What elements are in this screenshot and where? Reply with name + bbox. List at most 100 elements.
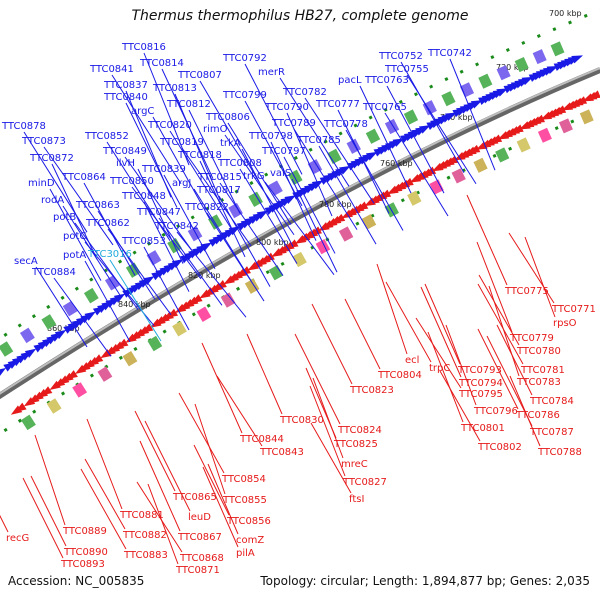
gene-label-TTC0784[interactable]: TTC0784 [529, 396, 574, 407]
gene-label-TTC0819[interactable]: TTC0819 [159, 137, 204, 148]
gene-label-TTC0783[interactable]: TTC0783 [516, 377, 561, 388]
gene-label-recG[interactable]: recG [6, 533, 29, 544]
gene-label-TTC0839[interactable]: TTC0839 [141, 164, 186, 175]
gene-label-ftsI[interactable]: ftsI [349, 494, 364, 505]
gene-label-TTC0883[interactable]: TTC0883 [123, 550, 168, 561]
gene-label-TTC0856[interactable]: TTC0856 [226, 516, 271, 527]
gene-label-TTC0822[interactable]: TTC0822 [184, 202, 229, 213]
gene-label-TTC0843[interactable]: TTC0843 [259, 447, 304, 458]
gene-label-TTC0796[interactable]: TTC0796 [473, 406, 518, 417]
gene-label-TTC0847[interactable]: TTC0847 [136, 207, 181, 218]
gene-label-TTC0781[interactable]: TTC0781 [520, 365, 565, 376]
gene-label-TTC0873[interactable]: TTC0873 [21, 136, 66, 147]
gene-label-TTC0795[interactable]: TTC0795 [458, 389, 503, 400]
gene-label-TTC0787[interactable]: TTC0787 [529, 427, 574, 438]
gene-label-TTC0782[interactable]: TTC0782 [282, 87, 327, 98]
gene-label-TTC0808[interactable]: TTC0808 [217, 158, 262, 169]
gene-label-TTC0807[interactable]: TTC0807 [177, 70, 222, 81]
gene-label-TTC0792[interactable]: TTC0792 [222, 53, 267, 64]
gene-label-TTC0814[interactable]: TTC0814 [139, 58, 184, 69]
gene-label-TTC0752[interactable]: TTC0752 [378, 51, 423, 62]
gene-label-TTC0825[interactable]: TTC0825 [333, 439, 378, 450]
gene-label-TTC0812[interactable]: TTC0812 [166, 99, 211, 110]
gene-label-trkG[interactable]: trkG [243, 171, 265, 182]
gene-label-TTC0878[interactable]: TTC0878 [1, 121, 46, 132]
gene-label-TTC0849[interactable]: TTC0849 [102, 146, 147, 157]
gene-label-TTC0854[interactable]: TTC0854 [221, 474, 266, 485]
gene-label-minD[interactable]: minD [28, 178, 55, 189]
gene-label-TTC0841[interactable]: TTC0841 [89, 64, 134, 75]
gene-label-rodA[interactable]: rodA [41, 195, 64, 206]
gene-label-TTC0780[interactable]: TTC0780 [516, 346, 561, 357]
gene-label-TTC0775[interactable]: TTC0775 [504, 286, 549, 297]
gene-label-trpC[interactable]: trpC [429, 363, 450, 374]
gene-label-TTC0824[interactable]: TTC0824 [337, 425, 382, 436]
gene-label-ecl[interactable]: ecl [405, 355, 419, 366]
gene-label-TTC0867[interactable]: TTC0867 [177, 532, 222, 543]
gene-label-TTC0827[interactable]: TTC0827 [342, 477, 387, 488]
gene-label-TTC0837[interactable]: TTC0837 [103, 80, 148, 91]
gene-label-TTC0823[interactable]: TTC0823 [349, 385, 394, 396]
gene-label-TTC0778[interactable]: TTC0778 [323, 119, 368, 130]
gene-label-TTC0815[interactable]: TTC0815 [197, 172, 242, 183]
gene-label-potC[interactable]: potC [63, 231, 86, 242]
gene-label-TTC0802[interactable]: TTC0802 [477, 442, 522, 453]
gene-label-TTC0842[interactable]: TTC0842 [154, 221, 199, 232]
gene-label-TTC0882[interactable]: TTC0882 [122, 530, 167, 541]
gene-label-TTC0865[interactable]: TTC0865 [172, 492, 217, 503]
gene-label-TTC0786[interactable]: TTC0786 [515, 410, 560, 421]
gene-label-TTC0881[interactable]: TTC0881 [119, 510, 164, 521]
gene-label-potA[interactable]: potA [63, 250, 86, 261]
gene-label-argJ[interactable]: argJ [172, 178, 191, 189]
gene-label-pilA[interactable]: pilA [236, 548, 255, 559]
gene-label-TTC0790[interactable]: TTC0790 [264, 102, 309, 113]
gene-label-TTC0871[interactable]: TTC0871 [175, 565, 220, 576]
gene-label-TTC0893[interactable]: TTC0893 [60, 559, 105, 570]
gene-label-trkA[interactable]: trkA [220, 138, 241, 149]
gene-label-rimO[interactable]: rimO [203, 124, 228, 135]
gene-label-TTC0840[interactable]: TTC0840 [103, 92, 148, 103]
gene-label-TTC0844[interactable]: TTC0844 [239, 434, 284, 445]
gene-label-merR[interactable]: merR [258, 67, 285, 78]
gene-label-TTC3016[interactable]: TTC3016 [87, 249, 132, 260]
gene-label-TTC0852[interactable]: TTC0852 [84, 131, 129, 142]
gene-label-TTC0862[interactable]: TTC0862 [85, 218, 130, 229]
gene-label-TTC0830[interactable]: TTC0830 [279, 415, 324, 426]
gene-label-TTC0863[interactable]: TTC0863 [75, 200, 120, 211]
gene-label-comZ[interactable]: comZ [236, 535, 264, 546]
gene-label-TTC0785[interactable]: TTC0785 [296, 135, 341, 146]
gene-label-TTC0820[interactable]: TTC0820 [147, 120, 192, 131]
gene-label-TTC0884[interactable]: TTC0884 [31, 267, 76, 278]
gene-label-TTC0850[interactable]: TTC0850 [109, 176, 154, 187]
gene-label-secA[interactable]: secA [14, 256, 38, 267]
gene-label-TTC0777[interactable]: TTC0777 [315, 99, 360, 110]
gene-labels[interactable]: TTC0816 TTC0814 TTC0792 TTC0807 merR TTC… [1, 42, 596, 576]
gene-label-TTC0779[interactable]: TTC0779 [509, 333, 554, 344]
gene-label-TTC0890[interactable]: TTC0890 [63, 547, 108, 558]
gene-label-pacL[interactable]: pacL [338, 75, 362, 86]
gene-label-TTC0794[interactable]: TTC0794 [458, 378, 503, 389]
gene-label-TTC0864[interactable]: TTC0864 [61, 172, 106, 183]
gene-label-rpsO[interactable]: rpsO [553, 318, 577, 329]
gene-label-TTC0763[interactable]: TTC0763 [364, 75, 409, 86]
gene-label-TTC0804[interactable]: TTC0804 [377, 370, 422, 381]
gene-label-TTC0793[interactable]: TTC0793 [457, 365, 502, 376]
gene-label-TTC0798[interactable]: TTC0798 [248, 131, 293, 142]
gene-label-valS[interactable]: valS [270, 168, 291, 179]
gene-label-TTC0799[interactable]: TTC0799 [222, 90, 267, 101]
gene-label-TTC0789[interactable]: TTC0789 [271, 118, 316, 129]
gene-label-TTC0817[interactable]: TTC0817 [196, 185, 241, 196]
gene-label-TTC0813[interactable]: TTC0813 [152, 83, 197, 94]
gene-label-TTC0788[interactable]: TTC0788 [537, 447, 582, 458]
gene-label-TTC0855[interactable]: TTC0855 [222, 495, 267, 506]
gene-label-TTC0771[interactable]: TTC0771 [551, 304, 596, 315]
gene-label-TTC0765[interactable]: TTC0765 [362, 102, 407, 113]
gene-label-TTC0816[interactable]: TTC0816 [121, 42, 166, 53]
gene-label-mreC[interactable]: mreC [341, 459, 368, 470]
gene-label-TTC0853[interactable]: TTC0853 [121, 236, 166, 247]
gene-label-potB[interactable]: potB [53, 212, 76, 223]
gene-label-argC[interactable]: argC [131, 106, 154, 117]
gene-label-TTC0818[interactable]: TTC0818 [177, 150, 222, 161]
gene-label-TTC0806[interactable]: TTC0806 [205, 112, 250, 123]
